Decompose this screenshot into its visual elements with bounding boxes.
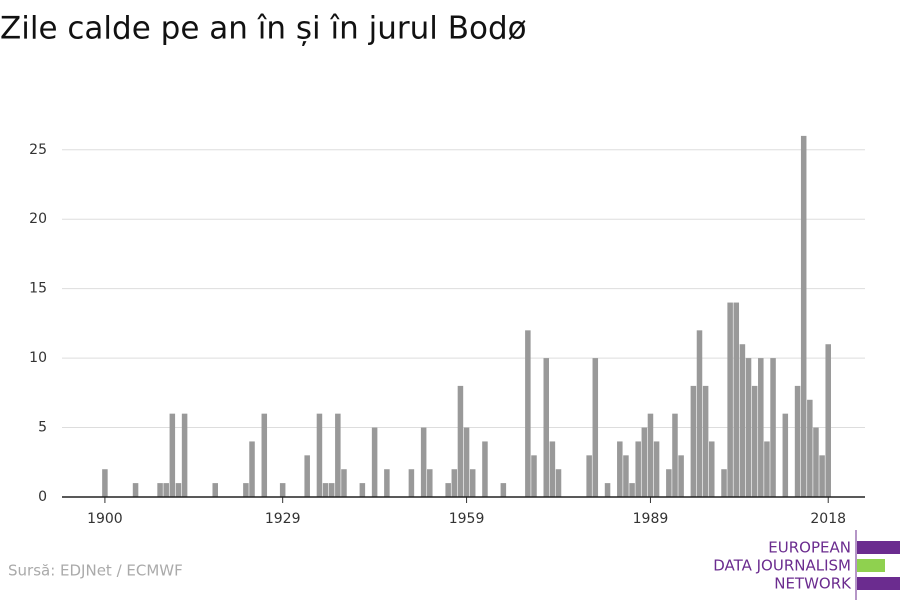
source: Sursă: EDJNet / ECMWF	[8, 562, 183, 580]
bar	[653, 441, 660, 497]
logo-bar	[857, 541, 900, 554]
bar	[322, 483, 329, 497]
bar	[672, 413, 678, 497]
bar	[617, 441, 623, 497]
bar	[690, 385, 697, 497]
bar	[482, 441, 488, 497]
bar	[457, 385, 464, 497]
bar	[745, 358, 752, 497]
bar	[764, 441, 770, 497]
bar	[721, 469, 727, 497]
bar	[359, 483, 366, 497]
bar	[825, 344, 831, 497]
bar	[531, 455, 537, 497]
bar	[751, 385, 758, 497]
y-tick-label: 10	[29, 350, 47, 366]
bar	[708, 441, 715, 497]
bar	[249, 441, 255, 497]
bar	[794, 385, 801, 497]
bar	[261, 413, 268, 497]
bar	[157, 483, 163, 497]
y-tick-label: 25	[29, 142, 47, 158]
bar	[623, 455, 629, 497]
bar	[341, 469, 347, 497]
bar	[727, 302, 733, 497]
bar	[469, 469, 476, 497]
bar	[427, 469, 433, 497]
x-tick-label: 1989	[633, 511, 669, 527]
bar	[500, 483, 507, 497]
bar	[543, 358, 550, 497]
bar	[212, 483, 219, 497]
x-tick-label: 1900	[87, 511, 123, 527]
bar	[678, 455, 684, 497]
bar	[316, 413, 323, 497]
bar	[279, 483, 286, 497]
y-tick-label: 0	[38, 489, 47, 505]
logo-bar	[857, 577, 900, 590]
bar	[813, 427, 819, 497]
bar	[770, 358, 776, 497]
x-tick-label: 2018	[810, 511, 846, 527]
bar	[819, 455, 825, 497]
bar	[733, 302, 740, 497]
y-tick-label: 20	[29, 211, 47, 227]
bar	[782, 413, 789, 497]
bar	[702, 385, 709, 497]
bar	[629, 483, 635, 497]
logo-text: NETWORK	[774, 575, 852, 593]
bar	[647, 413, 654, 497]
bar	[451, 469, 458, 497]
bar	[696, 330, 703, 497]
bar	[555, 469, 562, 497]
bar	[641, 427, 648, 497]
bar	[666, 469, 672, 497]
bar	[463, 427, 470, 497]
bar	[758, 358, 764, 497]
bar	[384, 469, 390, 497]
bar	[175, 483, 182, 497]
bar	[807, 399, 813, 497]
bar	[102, 469, 108, 497]
logo-text: DATA JOURNALISM	[713, 557, 851, 575]
bar	[592, 358, 599, 497]
bar	[739, 344, 746, 497]
x-tick-label: 1929	[265, 511, 301, 527]
logo-text: EUROPEAN	[768, 539, 851, 557]
bar	[304, 455, 310, 497]
bar	[408, 469, 415, 497]
logo-bar	[857, 559, 885, 572]
bar	[169, 413, 176, 497]
bar	[243, 483, 249, 497]
bar	[371, 427, 378, 497]
bar	[525, 330, 531, 497]
bar	[800, 135, 807, 497]
bar	[445, 483, 451, 497]
bar	[420, 427, 427, 497]
bar	[181, 413, 188, 497]
bar	[635, 441, 641, 497]
bar	[335, 413, 341, 497]
y-tick-label: 5	[38, 420, 47, 436]
bar	[604, 483, 611, 497]
bar	[132, 483, 139, 497]
bar	[586, 455, 592, 497]
x-tick-label: 1959	[449, 511, 485, 527]
bar	[328, 483, 335, 497]
bar	[163, 483, 169, 497]
chart-title: Zile calde pe an în și în jurul Bodø	[0, 11, 527, 47]
y-tick-label: 15	[29, 281, 47, 297]
bar	[549, 441, 556, 497]
